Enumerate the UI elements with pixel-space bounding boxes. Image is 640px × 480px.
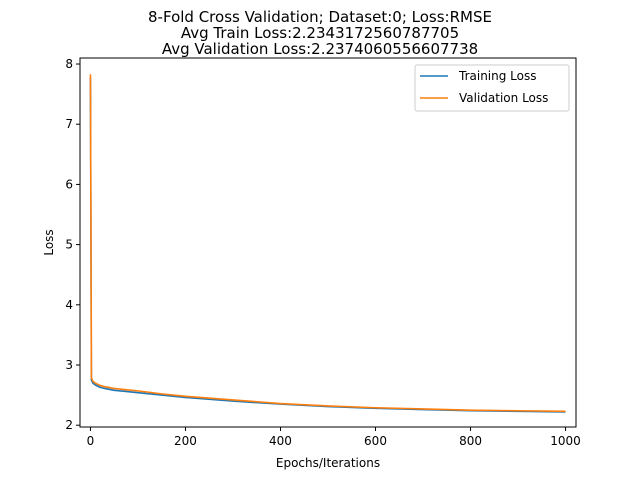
y-tick-label: 3 bbox=[65, 358, 73, 372]
y-tick-label: 4 bbox=[65, 298, 73, 312]
legend-entry-label: Training Loss bbox=[458, 69, 536, 83]
y-axis-ticks: 2 3 4 5 6 7 8 bbox=[65, 57, 80, 432]
series-line-validation-loss bbox=[89, 74, 566, 413]
legend: Training Loss Validation Loss bbox=[414, 64, 570, 112]
y-tick-label: 2 bbox=[65, 418, 73, 432]
x-tick-label: 600 bbox=[364, 434, 387, 448]
chart-title: 8-Fold Cross Validation; Dataset:0; Loss… bbox=[148, 8, 492, 58]
series-line-training-loss bbox=[89, 77, 566, 413]
x-axis-ticks: 0 200 400 600 800 1000 bbox=[87, 427, 581, 448]
title-line-2: Avg Train Loss:2.2343172560787705 bbox=[181, 24, 459, 42]
x-tick-label: 0 bbox=[87, 434, 95, 448]
x-tick-label: 400 bbox=[269, 434, 292, 448]
plot-area-frame bbox=[79, 57, 577, 428]
y-axis-label: Loss bbox=[42, 229, 56, 255]
title-line-1: 8-Fold Cross Validation; Dataset:0; Loss… bbox=[148, 8, 492, 26]
title-line-3: Avg Validation Loss:2.2374060556607738 bbox=[162, 40, 478, 58]
series-lines bbox=[89, 74, 566, 413]
x-tick-label: 800 bbox=[459, 434, 482, 448]
y-tick-label: 8 bbox=[65, 57, 73, 71]
y-tick-label: 6 bbox=[65, 177, 73, 191]
legend-entry-label: Validation Loss bbox=[459, 91, 548, 105]
x-tick-label: 1000 bbox=[550, 434, 581, 448]
x-tick-label: 200 bbox=[174, 434, 197, 448]
x-axis-label: Epochs/Iterations bbox=[276, 456, 380, 470]
legend-box bbox=[414, 64, 570, 112]
y-tick-label: 5 bbox=[65, 238, 73, 252]
y-tick-label: 7 bbox=[65, 117, 73, 131]
